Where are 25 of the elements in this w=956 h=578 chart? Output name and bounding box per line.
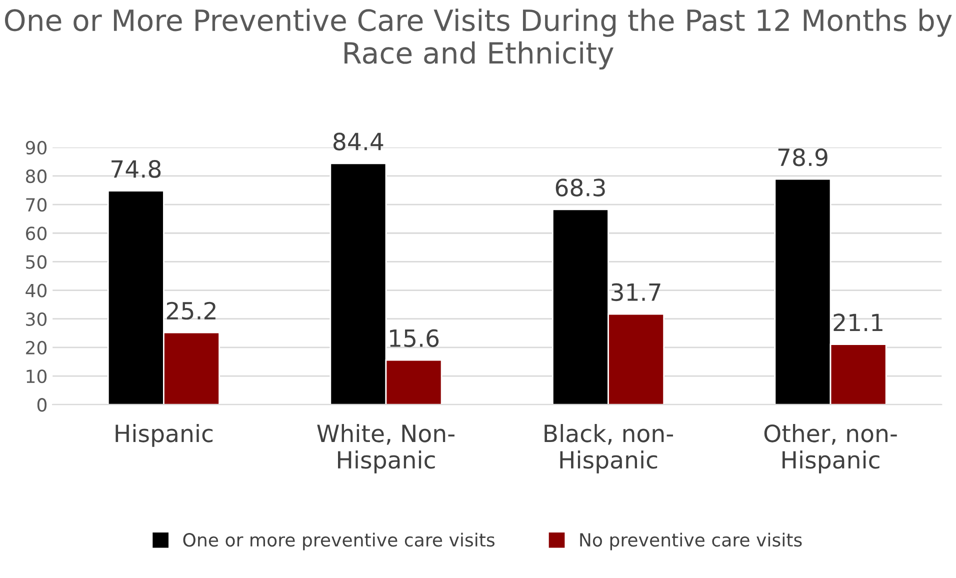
y-tick-label: 0	[37, 398, 47, 412]
y-tick-label: 30	[26, 312, 47, 326]
x-tick-label: Other, non-Hispanic	[764, 424, 897, 474]
y-tick-label: 50	[26, 255, 47, 269]
data-label: 78.9	[778, 148, 828, 166]
data-label: 84.4	[334, 132, 384, 150]
data-label: 31.7	[612, 283, 660, 302]
data-label: 15.6	[390, 329, 439, 348]
legend-label: One or more preventive care visits	[183, 532, 494, 550]
x-tick-label: White, Non-Hispanic	[317, 424, 454, 474]
data-label: 74.8	[112, 160, 161, 178]
chart-title: One or More Preventive Care Visits During the Past 12 Months by Race and Ethnicity	[4, 8, 952, 70]
y-tick-label: 90	[26, 140, 47, 155]
data-label: 68.3	[556, 178, 605, 196]
legend-label: No preventive care visits	[580, 532, 802, 550]
x-tick-label: Black, non-Hispanic	[544, 424, 673, 474]
data-label: 25.2	[166, 302, 216, 320]
y-tick-label: 40	[26, 284, 47, 298]
x-tick-label: Hispanic	[116, 424, 213, 447]
y-tick-label: 70	[26, 198, 47, 212]
y-tick-label: 80	[26, 169, 47, 184]
y-tick-label: 60	[26, 226, 47, 240]
data-label: 21.1	[834, 314, 882, 332]
y-tick-label: 20	[26, 340, 47, 355]
y-tick-label: 10	[26, 369, 47, 384]
